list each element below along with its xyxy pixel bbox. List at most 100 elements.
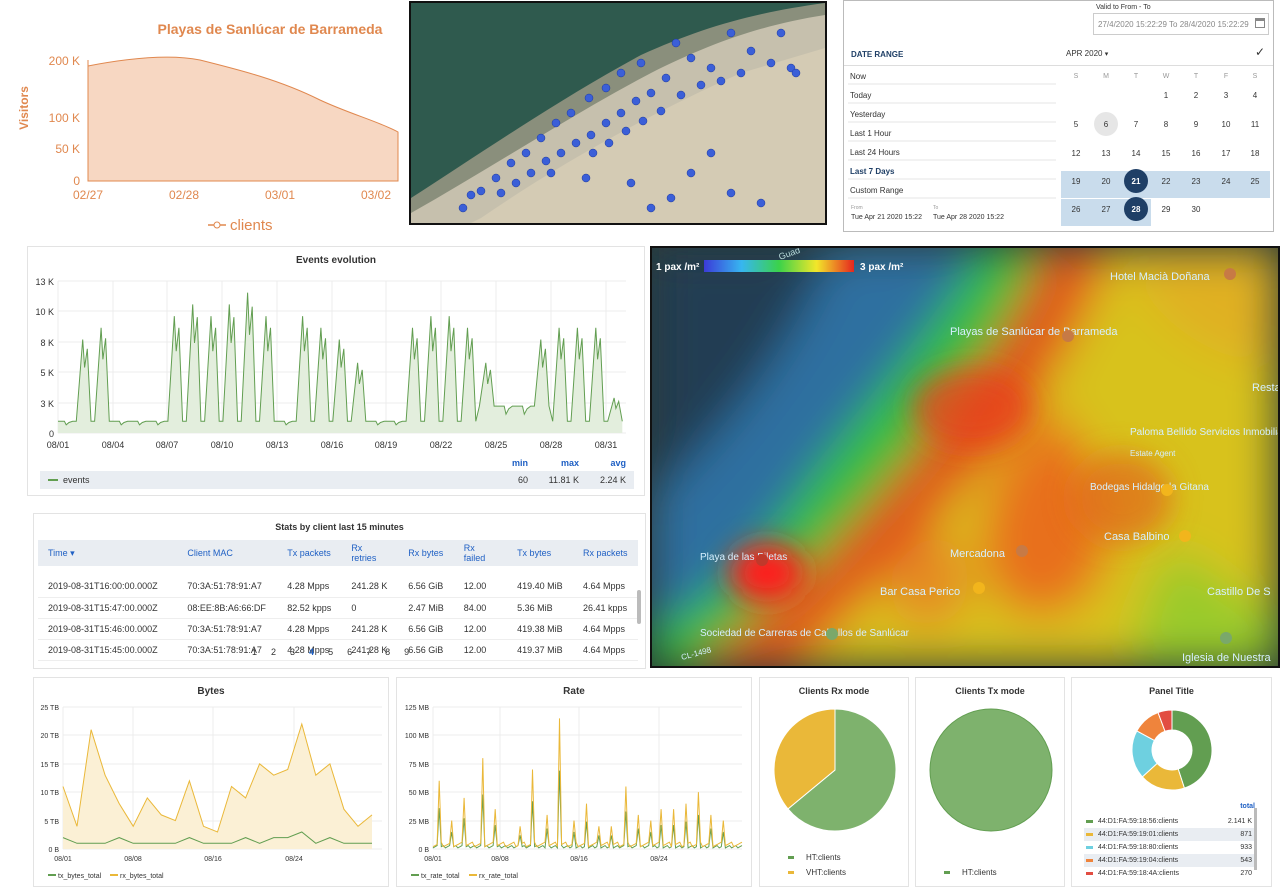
preset-now[interactable]: Now — [850, 72, 867, 81]
rate-legend[interactable]: tx_rate_total rx_rate_total — [411, 873, 518, 880]
range-input[interactable]: 27/4/2020 15:22:29 To 28/4/2020 15:22:29 — [1093, 13, 1269, 35]
legend-label: VHT:clients — [806, 868, 847, 877]
column-header[interactable]: Tx bytes — [517, 548, 552, 558]
month-selector[interactable]: APR 2020 ▾ — [1066, 49, 1108, 58]
preset-last-7-days[interactable]: Last 7 Days — [850, 167, 895, 176]
page-link[interactable]: 5 — [328, 647, 334, 657]
preset-last-1-hour[interactable]: Last 1 Hour — [850, 129, 892, 138]
table-cell: 82.52 kpps — [287, 602, 332, 613]
map-pin-icon[interactable] — [1016, 545, 1028, 557]
legend-label: 44:D1:FA:59:18:56:clients — [1098, 818, 1179, 825]
page-link[interactable]: 3 — [290, 647, 296, 657]
preset-last-24-hours[interactable]: Last 24 Hours — [850, 148, 900, 157]
map-pin-icon[interactable] — [973, 582, 985, 594]
calendar-day[interactable]: 30 — [1192, 205, 1201, 214]
calendar-day[interactable]: 4 — [1253, 91, 1258, 100]
calendar-day[interactable]: 14 — [1132, 149, 1141, 158]
legend-row[interactable]: 44:D1:FA:59:18:80:clients 933 — [1084, 841, 1256, 854]
rx-mode-legend[interactable]: HT:clients VHT:clients — [788, 853, 846, 877]
pie-slice[interactable] — [773, 708, 836, 810]
pie-slice[interactable] — [1157, 709, 1173, 732]
calendar-day[interactable]: 7 — [1134, 120, 1139, 129]
column-header[interactable]: Tx packets — [287, 548, 331, 558]
table-row[interactable]: 2019-08-31T15:47:00.000Z 08:EE:8B:A6:66:D… — [38, 597, 638, 618]
umbrella — [571, 138, 581, 148]
calendar-day[interactable]: 23 — [1192, 177, 1201, 186]
calendar-day[interactable]: 17 — [1222, 149, 1231, 158]
tx-mode-legend[interactable]: HT:clients — [944, 868, 997, 877]
page-link[interactable]: 7 — [366, 647, 372, 657]
column-header[interactable]: Rx retries — [351, 543, 377, 563]
calendar-day[interactable]: 10 — [1222, 120, 1231, 129]
map-pin-icon[interactable] — [1062, 330, 1074, 342]
calendar-day[interactable]: 5 — [1074, 120, 1079, 129]
calendar-icon[interactable] — [1255, 18, 1265, 28]
calendar-day[interactable]: 6 — [1104, 120, 1109, 129]
page-link[interactable]: 1 — [252, 647, 258, 657]
column-header[interactable]: Rx failed — [463, 543, 486, 563]
legend-row[interactable]: 44:D1:FA:59:19:04:clients 543 — [1084, 854, 1256, 867]
calendar-day[interactable]: 13 — [1102, 149, 1111, 158]
calendar-day[interactable]: 1 — [1164, 91, 1169, 100]
calendar-day[interactable]: 3 — [1224, 91, 1229, 100]
bytes-legend[interactable]: tx_bytes_total rx_bytes_total — [48, 873, 164, 880]
column-header[interactable]: Rx packets — [583, 548, 628, 558]
table-row[interactable]: 2019-08-31T15:45:00.000Z 70:3A:51:78:91:A… — [38, 639, 638, 660]
calendar-day[interactable]: 29 — [1162, 205, 1171, 214]
from-field[interactable]: From Tue Apr 21 2020 15:22 — [851, 205, 931, 221]
confirm-check-icon[interactable]: ✓ — [1255, 45, 1266, 59]
pie-slice[interactable] — [1171, 709, 1213, 789]
pie-slice[interactable] — [929, 708, 1053, 832]
table-cell: 6.56 GiB — [408, 644, 444, 655]
preset-today[interactable]: Today — [850, 91, 872, 100]
weekday-label: M — [1103, 73, 1109, 80]
calendar-day[interactable]: 24 — [1222, 177, 1231, 186]
calendar-day[interactable]: 16 — [1192, 149, 1201, 158]
visitors-legend[interactable]: clients — [208, 217, 273, 234]
calendar-day[interactable]: 22 — [1162, 177, 1171, 186]
calendar-day[interactable]: 11 — [1251, 120, 1260, 129]
column-header[interactable]: Client MAC — [187, 548, 233, 558]
legend-row[interactable]: 44:D1:FA:59:18:56:clients 2.141 K — [1084, 815, 1256, 828]
calendar-day[interactable]: 27 — [1102, 205, 1111, 214]
map-pin-icon[interactable] — [1220, 632, 1232, 644]
calendar-day[interactable]: 21 — [1132, 177, 1141, 186]
calendar-day[interactable]: 20 — [1102, 177, 1111, 186]
table-row[interactable]: 2019-08-31T16:00:00.000Z 70:3A:51:78:91:A… — [38, 576, 638, 597]
weekday-label: T — [1194, 73, 1199, 80]
preset-custom-range[interactable]: Custom Range — [850, 186, 904, 195]
page-link[interactable]: 2 — [271, 647, 277, 657]
preset-yesterday[interactable]: Yesterday — [850, 110, 886, 119]
calendar-day[interactable]: 15 — [1162, 149, 1171, 158]
pie-slice[interactable] — [787, 708, 897, 832]
table-scrollbar[interactable] — [637, 590, 641, 624]
calendar-day[interactable]: 9 — [1194, 120, 1199, 129]
calendar-day[interactable]: 18 — [1251, 149, 1260, 158]
page-link[interactable]: 4 — [309, 647, 315, 657]
legend-row[interactable]: 44:D1:FA:59:19:01:clients 871 — [1084, 828, 1256, 841]
map-pin-icon[interactable] — [826, 628, 838, 640]
table-row[interactable]: 2019-08-31T15:46:00.000Z 70:3A:51:78:91:A… — [38, 618, 638, 639]
page-link[interactable]: 6 — [347, 647, 353, 657]
page-link[interactable]: 9 — [404, 647, 410, 657]
map-pin-icon[interactable] — [756, 554, 768, 566]
calendar-day[interactable]: 26 — [1072, 205, 1081, 214]
legend-scrollbar[interactable] — [1254, 808, 1257, 870]
calendar-day[interactable]: 8 — [1164, 120, 1169, 129]
calendar-day[interactable]: 2 — [1194, 91, 1199, 100]
calendar-day[interactable]: 19 — [1072, 177, 1081, 186]
map-pin-icon[interactable] — [1179, 530, 1191, 542]
map-pin-icon[interactable] — [1161, 484, 1173, 496]
to-field[interactable]: To Tue Apr 28 2020 15:22 — [933, 205, 1023, 221]
legend-row[interactable]: 44:D1:FA:59:18:4A:clients 270 — [1084, 867, 1256, 880]
calendar-day[interactable]: 25 — [1251, 177, 1260, 186]
map-pin-icon[interactable] — [1224, 268, 1236, 280]
page-link[interactable]: 8 — [385, 647, 391, 657]
divider — [844, 65, 1273, 66]
column-header[interactable]: Rx bytes — [408, 548, 444, 558]
pie-slice[interactable] — [1131, 730, 1158, 778]
events-legend-row[interactable] — [40, 471, 634, 489]
calendar-day[interactable]: 12 — [1072, 149, 1081, 158]
calendar-day[interactable]: 28 — [1132, 205, 1141, 214]
column-header[interactable]: Time ▾ — [48, 547, 75, 558]
